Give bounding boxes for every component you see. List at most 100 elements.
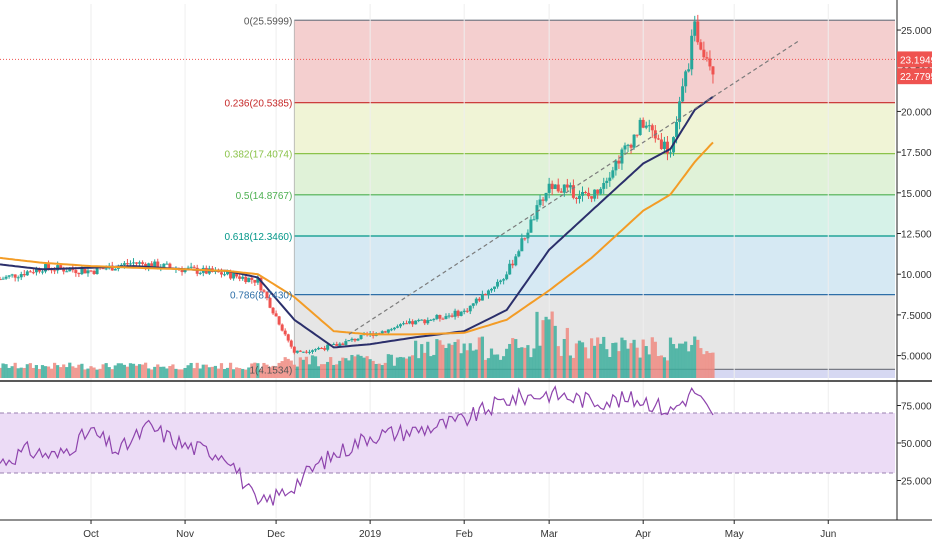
candle-body-160 <box>483 293 487 296</box>
fib-zone-3 <box>294 194 895 237</box>
volume-bar-25 <box>74 367 78 378</box>
fibonacci-retracement[interactable] <box>293 19 895 378</box>
volume-bar-183 <box>553 325 557 378</box>
volume-bar-213 <box>644 346 648 378</box>
candle-body-11 <box>31 272 35 274</box>
volume-bar-215 <box>650 337 654 378</box>
candle-body-166 <box>502 279 506 281</box>
candle-body-73 <box>219 272 223 275</box>
candle-body-94 <box>283 330 287 335</box>
volume-bar-14 <box>40 365 45 378</box>
candle-body-77 <box>232 272 236 279</box>
volume-bar-46 <box>137 364 142 378</box>
candle-body-227 <box>687 69 691 72</box>
volume-bar-159 <box>480 336 484 378</box>
volume-bar-7 <box>19 367 23 378</box>
volume-bar-43 <box>128 363 133 378</box>
time-tick-label-5: Mar <box>541 529 559 540</box>
candle-body-115 <box>347 340 351 342</box>
volume-bar-8 <box>22 367 26 378</box>
candle-body-134 <box>405 323 409 325</box>
candle-body-221 <box>668 152 672 154</box>
volume-bar-162 <box>489 348 494 378</box>
fib-labels: 0(25.5999) 0.236(20.5385) 0.382(17.4074) 0.… <box>224 16 292 376</box>
candle-body-104 <box>314 349 318 351</box>
volume-bar-93 <box>280 361 284 378</box>
volume-bar-75 <box>225 367 230 378</box>
volume-bar-150 <box>453 342 457 378</box>
candle-body-100 <box>301 351 305 353</box>
candle-body-47 <box>141 262 145 264</box>
time-tick-label-8: Jun <box>820 529 836 540</box>
volume-bar-70 <box>210 366 214 378</box>
candle-body-88 <box>265 291 269 298</box>
volume-bar-88 <box>265 364 269 378</box>
volume-bar-209 <box>632 339 636 378</box>
candle-body-193 <box>584 192 588 194</box>
candle-body-13 <box>37 268 41 272</box>
candle-body-209 <box>632 134 636 148</box>
trendline[interactable] <box>0 40 895 335</box>
volume-bar-164 <box>495 354 500 378</box>
volume-bar-39 <box>116 363 120 378</box>
volume-bar-90 <box>271 365 275 378</box>
volume-bar-51 <box>153 366 157 378</box>
volume-bar-30 <box>89 366 93 378</box>
candle-body-220 <box>665 141 669 154</box>
candle-body-214 <box>647 125 651 127</box>
candle-body-0 <box>0 279 2 281</box>
volume-bar-36 <box>107 367 111 378</box>
volume-bar-3 <box>7 367 11 378</box>
candle-body-204 <box>617 160 621 164</box>
volume-bar-17 <box>49 368 54 378</box>
volume-bar-151 <box>456 339 460 378</box>
candle-body-19 <box>56 265 60 271</box>
volume-bar-148 <box>447 343 451 378</box>
volume-bar-198 <box>599 343 603 378</box>
candle-body-146 <box>441 318 445 320</box>
candle-body-186 <box>562 184 566 193</box>
volume-bar-160 <box>483 359 488 378</box>
volume-bar-180 <box>544 316 548 378</box>
candle-body-24 <box>71 268 75 271</box>
candle-body-170 <box>514 256 518 266</box>
volume-bar-137 <box>414 340 418 378</box>
candle-body-81 <box>244 276 248 283</box>
candle-body-114 <box>344 341 348 345</box>
volume-bar-42 <box>125 366 130 378</box>
volume-bar-153 <box>462 343 466 378</box>
volume-bar-194 <box>586 358 591 378</box>
candle-body-175 <box>529 219 533 233</box>
volume-bar-56 <box>168 366 172 378</box>
candle-body-34 <box>101 268 105 270</box>
candle-body-197 <box>596 189 600 194</box>
volume-bar-208 <box>629 343 633 378</box>
candle-body-4 <box>10 274 14 276</box>
candle-body-79 <box>238 276 242 279</box>
axes: 25.000022.500020.000017.500015.000012.50… <box>0 0 932 540</box>
candle-body-158 <box>477 298 481 301</box>
volume-bar-195 <box>590 338 594 378</box>
volume-bar-113 <box>341 357 345 378</box>
time-tick-label-2: Dec <box>267 529 285 540</box>
candle-body-54 <box>162 263 166 268</box>
trendline-dashed <box>348 40 799 335</box>
volume-bar-1 <box>1 363 5 378</box>
candle-body-130 <box>392 327 396 330</box>
price-tick-label-5: 12.5000 <box>901 230 932 241</box>
candle-body-106 <box>320 347 324 349</box>
candle-body-151 <box>456 310 460 316</box>
candle-body-153 <box>462 310 466 312</box>
volume-bar-54 <box>162 366 166 378</box>
volume-bar-206 <box>623 340 627 378</box>
volume-bar-149 <box>450 344 454 378</box>
volume-bar-73 <box>219 363 224 378</box>
candle-body-86 <box>259 277 263 291</box>
volume-bar-32 <box>95 369 99 378</box>
volume-bar-172 <box>520 347 524 378</box>
rsi-tick-label-2: 25.0000 <box>901 477 932 488</box>
candle-body-157 <box>474 298 478 304</box>
rsi-pane[interactable] <box>0 380 932 506</box>
